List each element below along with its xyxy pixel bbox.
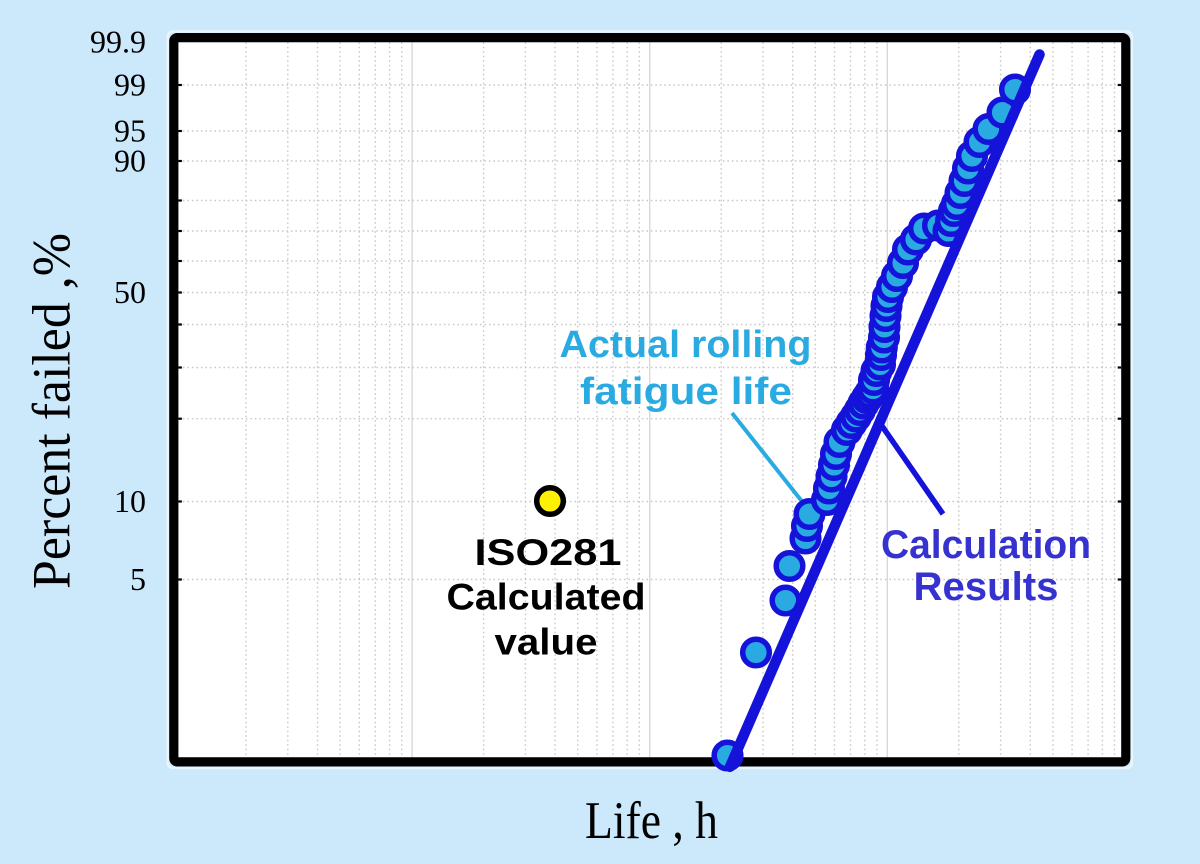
svg-text:Percent failed ,%: Percent failed ,% [22, 233, 82, 589]
svg-text:Calculated: Calculated [447, 577, 646, 618]
svg-text:Calculation: Calculation [881, 523, 1091, 567]
svg-text:fatigue life: fatigue life [580, 371, 792, 413]
svg-text:5: 5 [130, 561, 146, 597]
svg-text:90: 90 [114, 143, 146, 179]
svg-text:50: 50 [114, 274, 146, 310]
svg-text:ISO281: ISO281 [475, 532, 622, 573]
svg-text:95: 95 [114, 113, 146, 149]
svg-text:99: 99 [114, 67, 146, 103]
svg-text:99.9: 99.9 [90, 24, 146, 60]
svg-text:value: value [495, 622, 598, 663]
svg-text:10: 10 [114, 483, 146, 519]
svg-text:Life , h: Life , h [585, 792, 718, 850]
svg-text:Actual rolling: Actual rolling [560, 324, 812, 366]
svg-text:Results: Results [914, 565, 1059, 609]
